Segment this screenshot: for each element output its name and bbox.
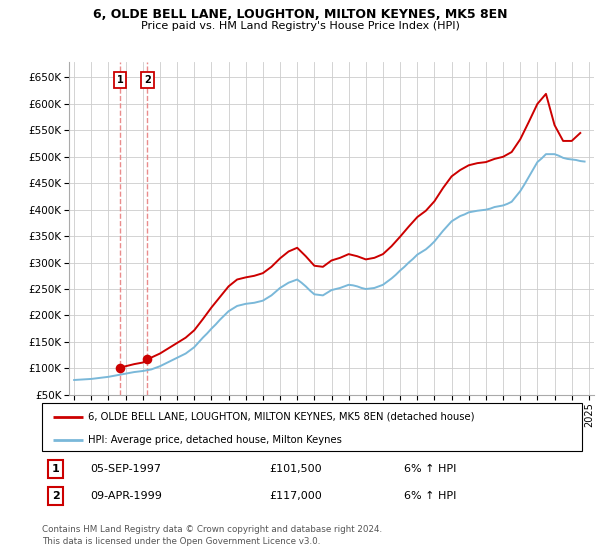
Text: Price paid vs. HM Land Registry's House Price Index (HPI): Price paid vs. HM Land Registry's House … — [140, 21, 460, 31]
Text: 6% ↑ HPI: 6% ↑ HPI — [404, 491, 456, 501]
Text: Contains HM Land Registry data © Crown copyright and database right 2024.
This d: Contains HM Land Registry data © Crown c… — [42, 525, 382, 546]
Text: 1: 1 — [52, 464, 59, 474]
Text: 6, OLDE BELL LANE, LOUGHTON, MILTON KEYNES, MK5 8EN (detached house): 6, OLDE BELL LANE, LOUGHTON, MILTON KEYN… — [88, 412, 475, 422]
Text: 05-SEP-1997: 05-SEP-1997 — [91, 464, 161, 474]
Text: 2: 2 — [52, 491, 59, 501]
Text: £117,000: £117,000 — [269, 491, 322, 501]
Text: 09-APR-1999: 09-APR-1999 — [91, 491, 163, 501]
Text: 2: 2 — [144, 75, 151, 85]
Text: HPI: Average price, detached house, Milton Keynes: HPI: Average price, detached house, Milt… — [88, 435, 342, 445]
Text: 6% ↑ HPI: 6% ↑ HPI — [404, 464, 456, 474]
Text: 6, OLDE BELL LANE, LOUGHTON, MILTON KEYNES, MK5 8EN: 6, OLDE BELL LANE, LOUGHTON, MILTON KEYN… — [93, 8, 507, 21]
Text: £101,500: £101,500 — [269, 464, 322, 474]
Point — [143, 355, 152, 364]
Text: 1: 1 — [116, 75, 124, 85]
Point — [115, 363, 125, 372]
